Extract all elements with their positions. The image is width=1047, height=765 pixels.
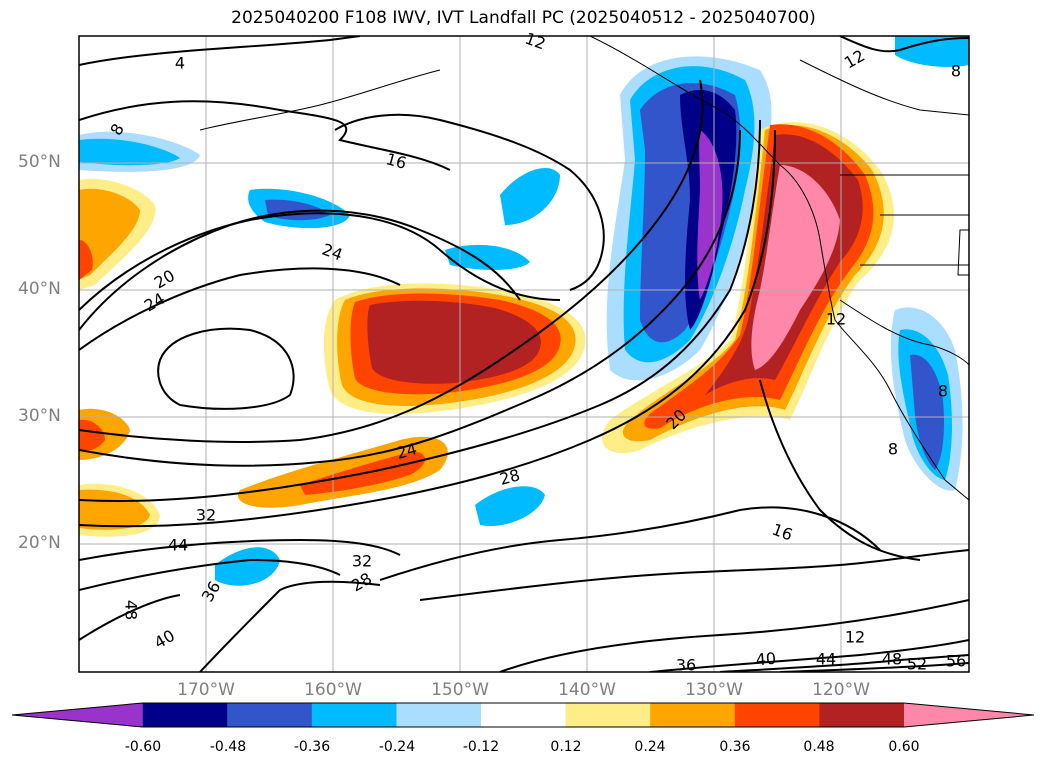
contour-label: 40	[151, 626, 178, 653]
lon-label-130w: 130°W	[685, 680, 743, 700]
contour-label: 16	[770, 520, 796, 545]
contour-label: 24	[394, 439, 419, 463]
contour-label: 24	[320, 240, 346, 265]
coastlines	[199, 36, 969, 501]
shade-purple	[697, 130, 723, 300]
shade-ne-blue	[895, 36, 969, 67]
lon-label-170w: 170°W	[177, 680, 235, 700]
colorbar-tick-1: -0.48	[209, 739, 247, 755]
lon-label-160w: 160°W	[304, 680, 362, 700]
shade-west-orange	[79, 188, 140, 280]
lat-label-40n: 40°N	[18, 279, 61, 299]
contour-label: 8	[888, 440, 898, 459]
lat-label-30n: 30°N	[18, 406, 61, 426]
map-title: 2025040200 F108 IWV, IVT Landfall PC (20…	[231, 8, 816, 28]
contour-label: 8	[938, 382, 948, 401]
contour-label: 12	[523, 29, 549, 54]
colorbar-segment	[311, 703, 397, 727]
contour-label: 8	[951, 62, 961, 81]
contour-label: 12	[845, 628, 865, 647]
colorbar-outline	[11, 702, 1035, 728]
contour-label: 44	[816, 650, 836, 669]
colorbar-tick-3: -0.24	[378, 739, 416, 755]
contour-label: 12	[841, 46, 868, 73]
colorbar-segment	[819, 703, 905, 727]
contour-label: 4	[175, 54, 185, 73]
colorbar-segment	[565, 703, 651, 727]
contour-label: 52	[907, 655, 927, 674]
shade-blue-patch5	[215, 547, 280, 586]
plot-frame	[78, 35, 970, 673]
colorbar-segment	[650, 703, 736, 727]
contour-label: 48	[882, 650, 902, 669]
contour-label: 36	[676, 656, 696, 675]
contour-label: 12	[826, 310, 846, 329]
colorbar-tick-6: 0.24	[634, 739, 666, 755]
lon-label-150w: 150°W	[431, 680, 489, 700]
colorbar-segment	[396, 703, 482, 727]
contour-label: 32	[196, 506, 216, 525]
colorbar-tick-4: -0.12	[462, 739, 500, 755]
shade-west-red	[79, 240, 93, 280]
colorbar	[11, 702, 1035, 728]
contour-label: 40	[755, 649, 777, 670]
colorbar-tick-8: 0.48	[803, 739, 835, 755]
colorbar-segment	[481, 703, 567, 727]
contour-label: 20	[151, 266, 178, 293]
contour-label: 44	[168, 536, 188, 555]
colorbar-tick-7: 0.36	[719, 739, 751, 755]
contour-label: 48	[122, 600, 141, 620]
shade-blue-patch3	[500, 167, 560, 225]
contour-label: 56	[946, 652, 966, 671]
shade-blue-patch4	[475, 486, 545, 526]
colorbar-segment	[227, 703, 313, 727]
shade-mexico-medblue	[910, 354, 945, 470]
shading-layer	[79, 36, 969, 586]
contour-label: 28	[497, 465, 522, 489]
contour-label: 28	[348, 569, 375, 596]
colorbar-tick-5: 0.12	[550, 739, 582, 755]
lat-label-50n: 50°N	[18, 152, 61, 172]
colorbar-tick-0: -0.60	[124, 739, 162, 755]
contour-label: 16	[384, 149, 409, 173]
lon-label-140w: 140°W	[558, 680, 616, 700]
shade-pink	[751, 165, 840, 370]
contour-label: 32	[352, 552, 372, 571]
shade-nw-blue	[79, 138, 180, 166]
colorbar-segment	[904, 703, 1034, 727]
lon-label-120w: 120°W	[812, 680, 870, 700]
colorbar-segment	[734, 703, 820, 727]
colorbar-segment	[142, 703, 228, 727]
lat-label-20n: 20°N	[18, 533, 61, 553]
shade-blob-darkred	[367, 300, 541, 384]
shade-w30-red	[79, 419, 105, 451]
contours	[79, 36, 969, 672]
colorbar-segment	[12, 703, 143, 727]
colorbar-tick-9: 0.60	[888, 739, 920, 755]
colorbar-tick-2: -0.36	[293, 739, 331, 755]
